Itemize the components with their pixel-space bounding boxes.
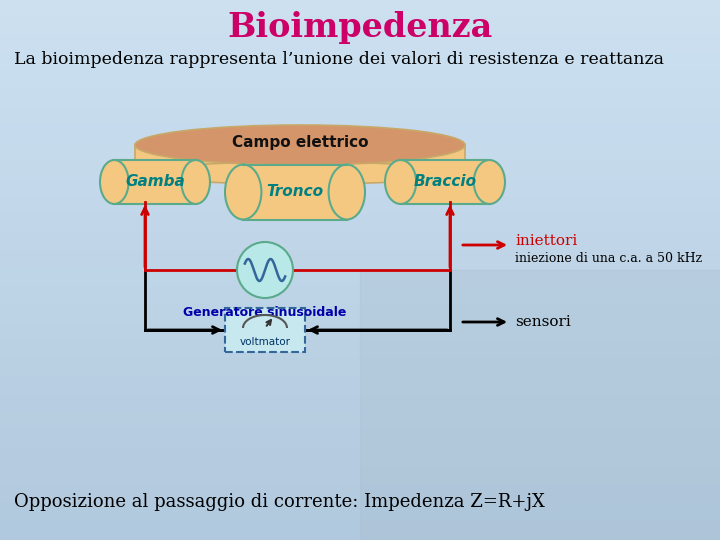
Bar [0, 449, 720, 468]
Bar [0, 179, 720, 198]
Bar [0, 161, 720, 180]
Bar [0, 377, 720, 396]
Text: sensori: sensori [515, 315, 571, 329]
Ellipse shape [385, 160, 416, 204]
Ellipse shape [181, 160, 210, 204]
Bar [114, 160, 196, 204]
Circle shape [237, 242, 293, 298]
Bar [0, 251, 720, 270]
Text: iniettori: iniettori [515, 234, 577, 248]
Text: Gamba: Gamba [125, 174, 185, 190]
Text: Campo elettrico: Campo elettrico [232, 136, 368, 151]
Bar [0, 413, 720, 432]
Bar [0, 107, 720, 126]
Bar [0, 359, 720, 378]
Bar [0, 89, 720, 108]
Bar [0, 35, 720, 54]
Bar [0, 197, 720, 216]
Bar [0, 71, 720, 90]
Ellipse shape [135, 125, 465, 165]
Bar [0, 53, 720, 72]
Bar [0, 323, 720, 342]
Ellipse shape [100, 160, 129, 204]
Text: voltmator: voltmator [240, 337, 290, 347]
Text: Tronco: Tronco [266, 185, 323, 199]
Bar [135, 145, 465, 173]
FancyBboxPatch shape [225, 308, 305, 352]
Bar [243, 165, 347, 219]
Bar [0, 0, 720, 18]
Text: Opposizione al passaggio di corrente: Impedenza Z=R+jX: Opposizione al passaggio di corrente: Im… [14, 493, 545, 511]
Bar [0, 143, 720, 162]
Bar [0, 431, 720, 450]
Ellipse shape [328, 165, 365, 219]
Bar [0, 341, 720, 360]
Bar [0, 305, 720, 324]
Text: Bioimpedenza: Bioimpedenza [228, 10, 492, 44]
Text: Generatore sinusoidale: Generatore sinusoidale [184, 306, 347, 319]
Bar [400, 160, 490, 204]
Bar [0, 485, 720, 504]
Text: Braccio: Braccio [413, 174, 477, 190]
Bar [0, 395, 720, 414]
Bar [0, 233, 720, 252]
Bar [0, 215, 720, 234]
Ellipse shape [474, 160, 505, 204]
Ellipse shape [225, 165, 261, 219]
Bar [0, 467, 720, 486]
Bar [0, 521, 720, 540]
Bar [360, 270, 720, 540]
Bar [0, 17, 720, 36]
Bar [0, 287, 720, 306]
Bar [0, 269, 720, 288]
Ellipse shape [135, 162, 465, 184]
Bar [0, 503, 720, 522]
Text: iniezione di una c.a. a 50 kHz: iniezione di una c.a. a 50 kHz [515, 253, 702, 266]
Bar [0, 125, 720, 144]
Text: La bioimpedenza rappresenta l’unione dei valori di resistenza e reattanza: La bioimpedenza rappresenta l’unione dei… [14, 51, 664, 69]
